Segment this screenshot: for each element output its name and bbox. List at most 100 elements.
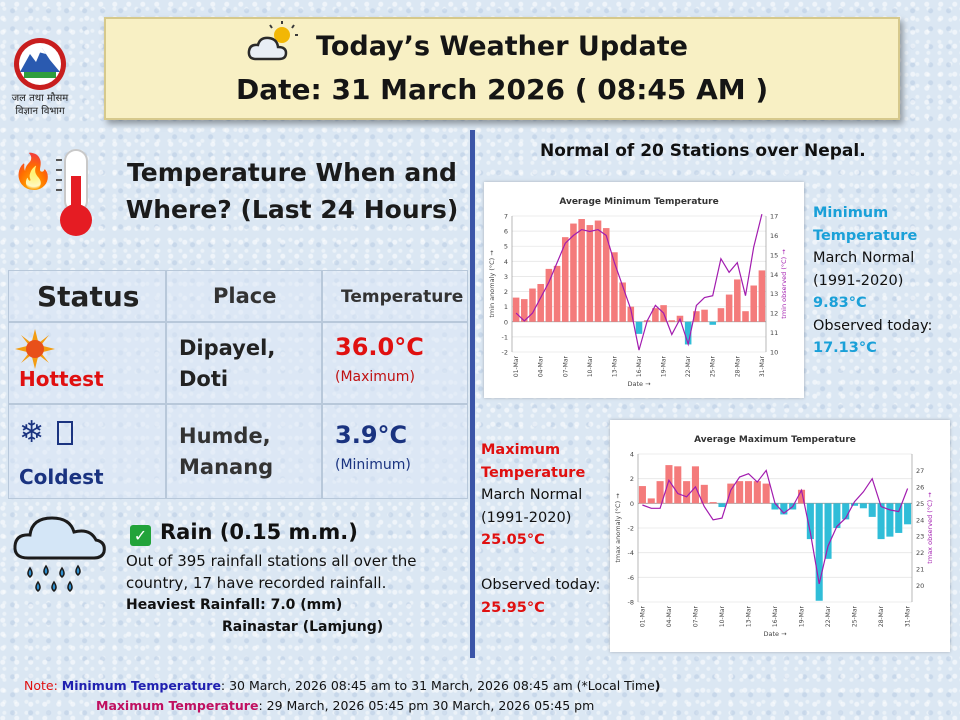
temperature-heading-line1: Temperature When and <box>127 158 457 187</box>
department-logo: जल तथा मौसम विज्ञान विभाग <box>8 36 72 120</box>
x-axis-title: Date → <box>627 380 651 388</box>
y-axis-title: tmin anomaly (°C) → <box>488 250 496 318</box>
note-min-label: Minimum Temperature <box>61 678 221 693</box>
anomaly-bar <box>701 309 708 322</box>
x-tick-label: 22-Mar <box>685 355 692 377</box>
anomaly-bar <box>674 466 682 504</box>
anomaly-bar <box>815 503 823 601</box>
y-tick-label: -1 <box>502 333 508 341</box>
min-summary-observed-label: Observed today: <box>813 317 933 334</box>
anomaly-bar <box>877 503 885 540</box>
x-tick-label: 04-Mar <box>538 355 545 377</box>
y-right-tick-label: 20 <box>916 582 924 590</box>
y-right-tick-label: 10 <box>770 349 778 357</box>
anomaly-bar <box>762 483 770 504</box>
coldest-place-line1: Humde, <box>179 424 271 448</box>
min-temperature-summary: Minimum Temperature March Normal (1991-2… <box>813 202 953 360</box>
anomaly-bar <box>529 288 536 322</box>
note-label: Note: <box>24 678 58 693</box>
min-temperature-chart: Average Minimum Temperature-2-1012345671… <box>488 197 788 388</box>
temperature-heading-line2: Where? (Last 24 Hours) <box>125 195 459 224</box>
y-right-axis-title: tmax observed (°C) → <box>926 492 934 564</box>
anomaly-bar <box>594 220 602 322</box>
x-tick-label: 25-Mar <box>710 355 717 377</box>
anomaly-bar <box>725 294 733 322</box>
x-tick-label: 16-Mar <box>636 355 643 377</box>
table-row-coldest-status: ❄ Coldest <box>8 404 166 499</box>
note-max-text: : 29 March, 2026 05:45 pm 30 March, 2026… <box>258 698 595 713</box>
x-tick-label: 19-Mar <box>661 355 668 377</box>
check-mark-icon: ✓ <box>130 525 151 546</box>
x-tick-label: 10-Mar <box>587 355 594 377</box>
y-right-tick-label: 26 <box>916 483 924 491</box>
x-tick-label: 07-Mar <box>692 605 699 627</box>
hottest-note: (Maximum) <box>335 369 415 385</box>
missing-glyph-icon <box>57 421 73 445</box>
y-tick-label: -6 <box>628 574 634 582</box>
anomaly-bar <box>753 481 761 504</box>
chart-title: Average Minimum Temperature <box>559 197 718 207</box>
table-header-place: Place <box>166 270 322 322</box>
x-tick-label: 13-Mar <box>745 605 752 627</box>
anomaly-bar <box>693 311 700 322</box>
header-temperature-label: Temperature <box>341 287 464 307</box>
hottest-label: Hottest <box>19 367 104 391</box>
min-temperature-chart-card: Average Minimum Temperature -2 -1 0 1 2 3 4 5 6 7 1… <box>484 182 804 398</box>
snowflake-icon: ❄ <box>19 415 45 450</box>
x-tick-label: 01-Mar <box>513 355 520 377</box>
anomaly-bar <box>635 321 643 334</box>
x-tick-label: 01-Mar <box>639 605 646 627</box>
x-tick-label: 25-Mar <box>852 605 859 627</box>
table-row-hottest-place: Dipayel, Doti <box>166 322 322 404</box>
anomaly-bar <box>886 503 894 537</box>
min-summary-normal-value: 9.83°C <box>813 295 867 311</box>
header-status-label: Status <box>37 280 140 313</box>
anomaly-bar <box>742 311 749 322</box>
coldest-place-line2: Manang <box>179 455 274 479</box>
temperature-heading: Temperature When and Where? (Last 24 Hou… <box>122 154 462 228</box>
sun-icon <box>15 329 55 369</box>
cloud-sun-icon <box>247 21 298 61</box>
anomaly-bar <box>602 228 610 322</box>
y-tick-label: 5 <box>504 243 508 251</box>
anomaly-bar <box>895 503 903 533</box>
anomaly-bar <box>627 306 635 322</box>
thermometer-icon <box>56 149 92 236</box>
coldest-label: Coldest <box>19 465 104 489</box>
y-right-tick-label: 13 <box>770 290 778 298</box>
max-summary-observed-value: 25.95°C <box>481 599 545 616</box>
note-max-label: Maximum Temperature <box>96 698 259 713</box>
heaviest-rainfall-place: Rainastar (Lamjung) <box>222 619 384 635</box>
x-tick-label: 22-Mar <box>825 605 832 627</box>
note-min-text: : 30 March, 2026 08:45 am to 31 March, 2… <box>220 678 655 693</box>
table-row-hottest-temperature: 36.0°C (Maximum) <box>322 322 468 404</box>
department-name-line2: विज्ञान विभाग <box>15 106 65 117</box>
anomaly-bar <box>691 466 699 504</box>
x-tick-label: 13-Mar <box>611 355 618 377</box>
max-summary-observed-label: Observed today: <box>481 577 601 593</box>
table-header-status: Status <box>8 270 166 322</box>
min-summary-normal-line1: March Normal <box>813 250 915 266</box>
fire-icon: 🔥 <box>12 152 55 192</box>
x-tick-label: 28-Mar <box>878 605 885 627</box>
x-axis-title: Date → <box>763 630 787 638</box>
y-tick-label: 3 <box>504 273 508 281</box>
x-tick-label: 10-Mar <box>719 605 726 627</box>
normal-section-title: Normal of 20 Stations over Nepal. <box>540 141 866 161</box>
anomaly-bar <box>734 279 741 322</box>
anomaly-bar <box>570 223 577 322</box>
anomaly-bar <box>780 503 788 515</box>
footer-note-min: Note: Minimum Temperature: 30 March, 202… <box>24 678 660 693</box>
section-divider <box>470 130 475 658</box>
header-place-label: Place <box>213 284 277 308</box>
chart-title: Average Maximum Temperature <box>694 435 856 445</box>
y-right-tick-label: 11 <box>770 329 778 337</box>
y-tick-label: -2 <box>502 349 508 357</box>
anomaly-bar <box>638 486 646 504</box>
y-tick-label: -8 <box>628 599 634 607</box>
y-tick-label: 4 <box>630 451 634 459</box>
max-temperature-chart: Average Maximum Temperature-8-6-4-202420… <box>614 435 934 638</box>
anomaly-bar <box>656 481 664 504</box>
anomaly-bar <box>750 285 757 322</box>
max-temperature-chart-card: Average Maximum Temperature -8 -6 -4 -2 0 2 4 20… <box>610 420 950 652</box>
